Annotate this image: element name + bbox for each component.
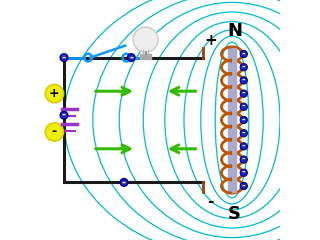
Text: N: N	[227, 22, 242, 40]
Text: -: -	[242, 49, 245, 59]
Circle shape	[240, 116, 247, 124]
Text: -: -	[242, 142, 245, 151]
FancyBboxPatch shape	[228, 48, 236, 192]
Circle shape	[240, 103, 247, 110]
Circle shape	[240, 182, 247, 190]
Circle shape	[240, 156, 247, 163]
Circle shape	[45, 123, 63, 141]
Text: -: -	[242, 129, 245, 138]
Text: +: +	[49, 87, 60, 100]
Text: -: -	[242, 76, 245, 85]
Text: -: -	[242, 102, 245, 111]
Circle shape	[127, 54, 135, 61]
Text: -: -	[129, 53, 133, 63]
Circle shape	[133, 27, 158, 52]
FancyBboxPatch shape	[140, 54, 151, 59]
Text: -: -	[242, 181, 245, 191]
Circle shape	[240, 50, 247, 58]
Circle shape	[240, 90, 247, 97]
Circle shape	[240, 143, 247, 150]
Circle shape	[240, 77, 247, 84]
Text: -: -	[62, 110, 66, 120]
Circle shape	[240, 130, 247, 137]
Text: -: -	[242, 155, 245, 164]
Text: -: -	[207, 194, 213, 209]
Circle shape	[45, 84, 63, 103]
Text: -: -	[52, 126, 57, 138]
Text: -: -	[242, 115, 245, 125]
Text: -: -	[122, 177, 126, 187]
Text: -: -	[242, 63, 245, 72]
Text: -: -	[242, 89, 245, 98]
Text: S: S	[228, 204, 241, 223]
Text: -: -	[242, 168, 245, 177]
Circle shape	[60, 54, 68, 61]
Circle shape	[240, 64, 247, 71]
Text: +: +	[204, 33, 217, 48]
Circle shape	[120, 179, 128, 186]
Text: -: -	[62, 53, 66, 63]
Circle shape	[240, 169, 247, 176]
Circle shape	[60, 111, 68, 119]
